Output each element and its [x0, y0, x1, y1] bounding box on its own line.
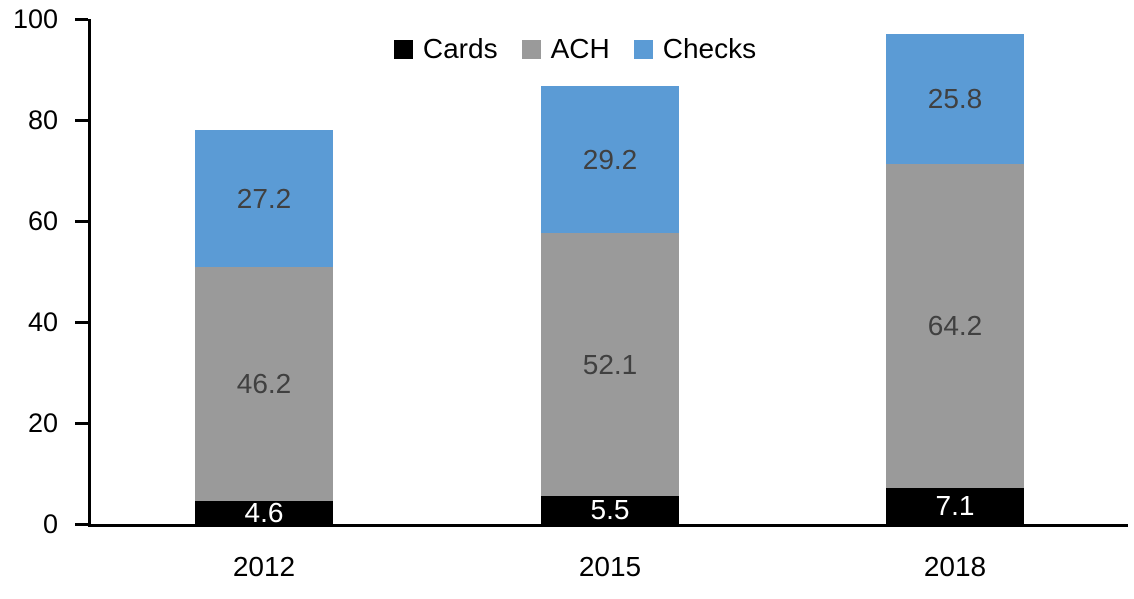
y-axis-tick	[75, 220, 88, 223]
bar-segment-cards-2018: 7.1	[886, 488, 1024, 524]
bar-value-label: 25.8	[927, 83, 983, 114]
chart-legend: Cards ACH Checks	[8, 30, 1134, 68]
y-axis-tick-label: 80	[27, 105, 58, 135]
legend-label-ach: ACH	[550, 33, 610, 64]
bar-value-label: 4.6	[244, 496, 284, 528]
bar-segment-cards-2015: 5.5	[541, 496, 679, 524]
legend-label-checks: Checks	[662, 33, 757, 64]
y-axis-tick	[75, 18, 88, 21]
bar-value-label: 46.2	[236, 368, 292, 399]
x-axis-line	[88, 524, 1128, 527]
y-axis-tick	[75, 422, 88, 425]
legend-label-cards: Cards	[422, 33, 498, 64]
x-axis-label-2012: 2012	[232, 551, 296, 582]
bar-segment-ach-2015: 52.1	[541, 233, 679, 496]
legend-swatch-checks	[633, 39, 653, 59]
y-axis-tick	[75, 321, 88, 324]
legend-item-cards: Cards	[393, 33, 498, 64]
bar-value-label: 7.1	[935, 490, 975, 521]
bar-segment-ach-2012: 46.2	[195, 267, 333, 501]
bar-segment-ach-2018: 64.2	[886, 164, 1024, 488]
y-axis-tick-label: 100	[12, 4, 58, 34]
legend-swatch-cards	[393, 39, 413, 59]
y-axis-tick	[75, 523, 88, 526]
bar-segment-checks-2018: 25.8	[886, 34, 1024, 164]
y-axis-tick-label: 0	[42, 509, 58, 539]
y-axis-tick	[75, 119, 88, 122]
legend-swatch-ach	[521, 39, 541, 59]
legend-item-checks: Checks	[633, 33, 757, 64]
bar-value-label: 29.2	[582, 143, 638, 175]
y-axis-line	[88, 19, 91, 527]
bar-segment-cards-2012: 4.6	[195, 496, 333, 528]
y-axis-tick-label: 40	[27, 307, 58, 337]
y-axis-tick-label: 60	[27, 206, 58, 236]
bar-segment-checks-2012: 27.2	[195, 130, 333, 267]
bar-segment-checks-2015: 29.2	[541, 86, 679, 233]
x-axis-label-2015: 2015	[578, 551, 642, 582]
legend-item-ach: ACH	[521, 33, 610, 64]
bar-value-label: 5.5	[590, 494, 630, 525]
bar-value-label: 64.2	[927, 310, 983, 341]
y-axis-tick-label: 20	[27, 408, 58, 438]
bar-value-label: 52.1	[582, 348, 638, 380]
bar-value-label: 27.2	[236, 182, 292, 214]
x-axis-label-2018: 2018	[923, 551, 987, 582]
